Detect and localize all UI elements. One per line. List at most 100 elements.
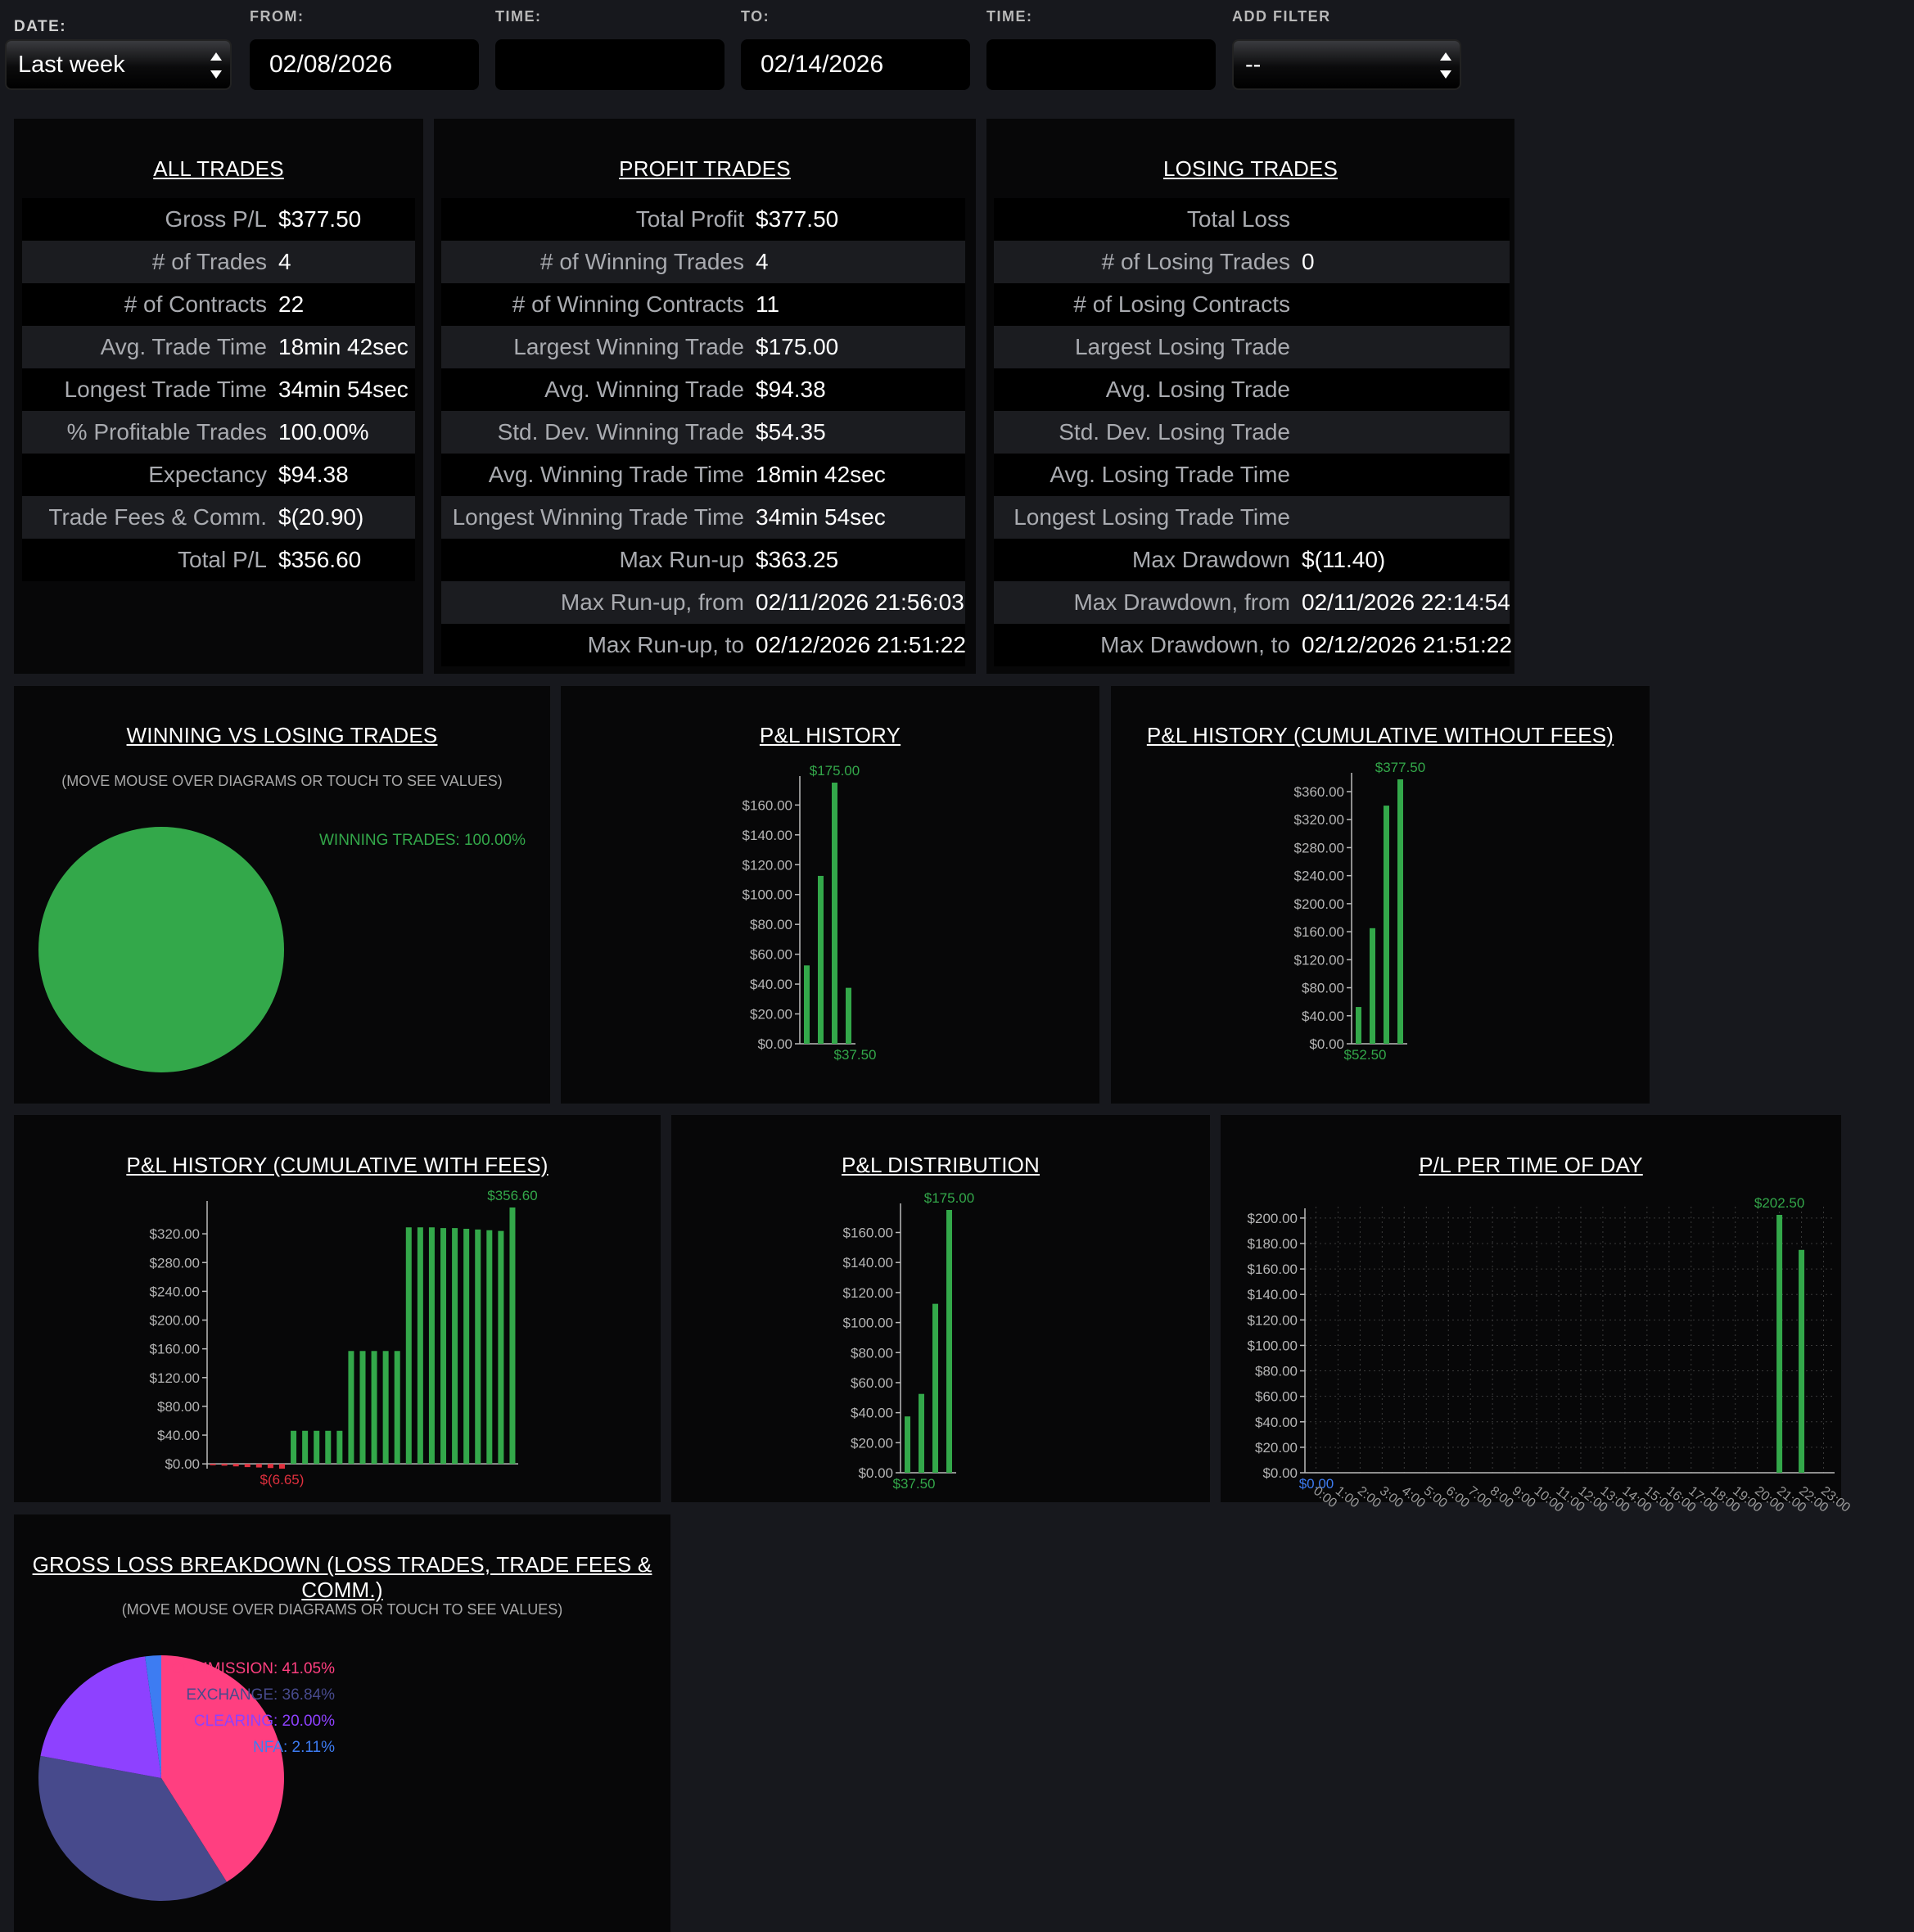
stat-row: Avg. Winning Trade Time 18min 42sec [441,454,965,496]
time-from-label: TIME: [495,8,542,25]
all-trades-panel: ALL TRADES Gross P/L $377.50 # of Trades 4 #… [14,119,423,674]
stat-value: 02/11/2026 22:14:54 [1302,589,1510,615]
bar [846,987,851,1044]
y-tick-label: $40.00 [750,977,792,992]
stat-label: Avg. Losing Trade [1105,377,1290,402]
y-tick-label: $0.00 [858,1465,893,1481]
add-filter-select[interactable]: -- [1232,39,1461,90]
stat-row: Longest Winning Trade Time 34min 54sec [441,496,965,539]
gross-loss-pie[interactable] [14,1514,670,1932]
bar [394,1351,400,1465]
from-label: FROM: [250,8,305,25]
bar [232,1464,239,1467]
stat-row: Max Drawdown, to 02/12/2026 21:51:22 [994,624,1512,666]
stat-row: Avg. Winning Trade $94.38 [441,368,965,411]
bar [336,1430,343,1465]
from-date-input[interactable]: 02/08/2026 [250,39,479,90]
stat-label: # of Trades [151,249,267,274]
stat-label: Max Run-up, to [587,632,744,657]
bar [440,1228,447,1465]
y-tick-label: $200.00 [150,1313,200,1329]
legend-item: CLEARING: 20.00% [193,1713,335,1730]
y-tick-label: $120.00 [1248,1312,1298,1328]
pl-distribution-chart[interactable]: $0.00 $20.00 $40.00 $60.00 $80.00 $100.00 $120… [671,1115,1210,1502]
x-tick-label: 1:00 [1333,1484,1361,1511]
stat-row: Total Profit $377.50 [441,198,965,241]
pl-cum-no-fees-chart[interactable]: $0.00 $40.00 $80.00 $120.00 $160.00 $200.00 $2… [1111,686,1650,1104]
profit-trades-title: PROFIT TRADES [619,156,791,181]
stat-value: $94.38 [756,377,826,402]
stat-value: 34min 54sec [756,504,886,530]
bar [509,1208,516,1465]
hover-hint: (MOVE MOUSE OVER DIAGRAMS OR TOUCH TO SE… [61,773,503,789]
stat-label: Longest Winning Trade Time [452,504,744,530]
y-tick-label: $240.00 [150,1284,200,1299]
y-tick-label: $60.00 [851,1375,893,1391]
x-tick-label: 6:00 [1443,1484,1472,1511]
bar [382,1351,389,1465]
bar [1384,806,1389,1044]
y-tick-label: $120.00 [150,1370,200,1386]
bar [221,1464,228,1466]
y-tick-label: $160.00 [1248,1262,1298,1277]
stat-row: Largest Losing Trade [994,326,1510,368]
y-tick-label: $0.00 [1309,1036,1344,1052]
y-tick-label: $0.00 [1262,1465,1298,1481]
stat-label: # of Winning Trades [539,249,744,274]
stat-row: # of Contracts 22 [22,283,415,326]
stat-value: $377.50 [756,206,839,232]
stat-value: 100.00% [278,419,369,445]
y-tick-label: $160.00 [843,1226,893,1241]
stat-label: Longest Trade Time [64,377,267,402]
bar [267,1464,273,1469]
bar [428,1227,435,1465]
y-tick-label: $200.00 [1248,1211,1298,1226]
pl-history-chart[interactable]: $0.00 $20.00 $40.00 $60.00 $80.00 $100.00 $120… [561,686,1099,1104]
stat-label: Expectancy [148,462,267,487]
y-tick-label: $20.00 [851,1435,893,1451]
y-tick-label: $0.00 [757,1036,792,1052]
time-to-input[interactable] [986,39,1216,90]
y-tick-label: $80.00 [851,1345,893,1361]
bar [210,1464,216,1465]
y-tick-label: $360.00 [1294,784,1344,800]
date-label: DATE: [14,18,67,35]
y-tick-label: $60.00 [1255,1389,1298,1405]
stat-value: $(11.40) [1302,547,1386,572]
stat-row: Avg. Losing Trade Time [994,454,1510,496]
y-tick-label: $40.00 [851,1406,893,1421]
max-value-label: $202.50 [1754,1195,1804,1211]
winning-vs-losing-pie[interactable] [14,686,550,1104]
stat-row: Max Drawdown, from 02/11/2026 22:14:54 [994,581,1510,624]
x-tick-label: 7:00 [1465,1484,1494,1511]
legend-item: WINNING TRADES: 100.00% [318,832,526,849]
date-select[interactable]: Last week [5,39,232,90]
bar [1776,1215,1783,1473]
stat-value: 02/12/2026 21:51:22 [1302,632,1512,657]
y-tick-label: $180.00 [1248,1236,1298,1252]
pie-slice [40,1656,161,1778]
losing-trades-panel: LOSING TRADES Total Loss # of Losing Trad… [986,119,1514,674]
to-date-input[interactable]: 02/14/2026 [741,39,970,90]
stat-label: Max Drawdown, from [1073,589,1290,615]
bar [486,1230,493,1465]
pl-time-of-day-chart[interactable]: $0.00 $20.00 $40.00 $60.00 $80.00 $100.00 $120… [1221,1115,1853,1533]
stat-row: # of Trades 4 [22,241,415,283]
bar [255,1464,262,1468]
time-from-input[interactable] [495,39,725,90]
stat-value: 22 [278,291,305,317]
pl-distribution-panel: P&L DISTRIBUTION $0.00 $20.00 $40.00 $60.00… [671,1115,1210,1502]
bar [405,1227,412,1465]
select-arrows-icon [1440,51,1451,80]
bar [452,1228,458,1465]
pl-cum-fees-chart[interactable]: $0.00 $40.00 $80.00 $120.00 $160.00 $200.00 $2… [14,1115,661,1502]
bar [1356,1007,1361,1044]
stat-value: 18min 42sec [278,334,409,359]
stat-row: # of Losing Trades 0 [994,241,1510,283]
stat-label: Gross P/L [165,206,267,232]
stat-label: Avg. Losing Trade Time [1050,462,1290,487]
x-tick-label: 4:00 [1399,1484,1428,1511]
stat-label: Largest Winning Trade [513,334,744,359]
bar [244,1464,251,1468]
bar [804,965,810,1044]
